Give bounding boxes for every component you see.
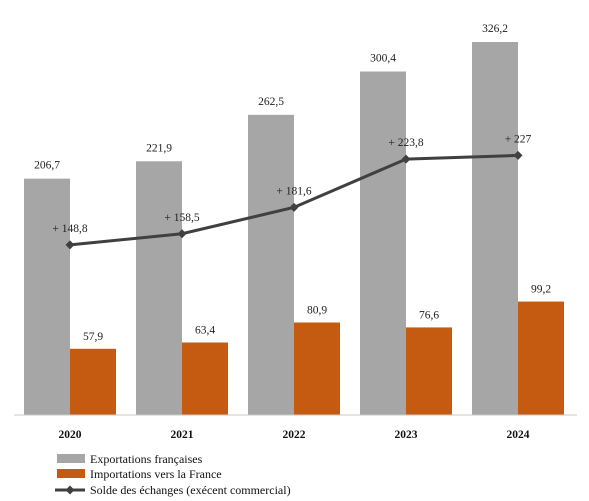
x-tick-label: 2023 bbox=[395, 429, 418, 441]
balance-value-label: + 158,5 bbox=[164, 212, 199, 224]
export-value-label: 221,9 bbox=[146, 142, 172, 154]
balance-point-marker bbox=[177, 229, 187, 239]
export-bar bbox=[360, 71, 406, 416]
legend-balance-marker bbox=[65, 485, 75, 495]
x-axis-ticks: 2020 2021 2022 2023 2024 bbox=[59, 429, 530, 441]
legend-import-swatch bbox=[57, 469, 85, 478]
balance-value-label: + 148,8 bbox=[52, 223, 87, 235]
import-value-label: 99,2 bbox=[531, 284, 551, 296]
export-value-label: 300,4 bbox=[370, 53, 396, 65]
legend-label: Importations vers la France bbox=[90, 467, 222, 481]
labels-layer: 206,7 57,9 + 148,8 221,9 63,4 + 158,5 262,5 80,… bbox=[34, 23, 551, 343]
export-value-label: 262,5 bbox=[258, 96, 284, 108]
line-layer bbox=[65, 150, 523, 250]
import-value-label: 63,4 bbox=[195, 325, 215, 337]
legend-label: Exportations françaises bbox=[90, 452, 203, 466]
balance-point-marker bbox=[65, 240, 75, 250]
x-tick-label: 2024 bbox=[507, 429, 530, 441]
balance-point-marker bbox=[401, 154, 411, 164]
import-value-label: 76,6 bbox=[419, 309, 439, 321]
balance-value-label: + 223,8 bbox=[388, 137, 423, 149]
x-tick-label: 2022 bbox=[283, 429, 306, 441]
export-bar bbox=[248, 114, 294, 416]
import-bar bbox=[70, 348, 116, 415]
x-tick-label: 2021 bbox=[171, 429, 194, 441]
export-value-label: 206,7 bbox=[34, 160, 60, 172]
legend-export-swatch bbox=[57, 454, 85, 463]
balance-point-marker bbox=[513, 150, 523, 160]
import-value-label: 57,9 bbox=[83, 331, 103, 343]
import-bar bbox=[182, 342, 228, 415]
export-value-label: 326,2 bbox=[482, 23, 508, 35]
balance-value-label: + 227 bbox=[505, 133, 532, 145]
export-bar bbox=[24, 178, 70, 415]
balance-point-marker bbox=[289, 202, 299, 212]
import-bar bbox=[294, 322, 340, 415]
legend-label: Solde des échanges (exécent commercial) bbox=[90, 483, 291, 497]
import-bar bbox=[406, 327, 452, 415]
export-bar bbox=[472, 42, 518, 415]
export-bar bbox=[136, 161, 182, 415]
import-value-label: 80,9 bbox=[307, 304, 327, 316]
balance-value-label: + 181,6 bbox=[276, 185, 311, 197]
import-bar bbox=[518, 301, 564, 415]
bars-layer bbox=[24, 42, 564, 416]
x-tick-label: 2020 bbox=[59, 429, 82, 441]
